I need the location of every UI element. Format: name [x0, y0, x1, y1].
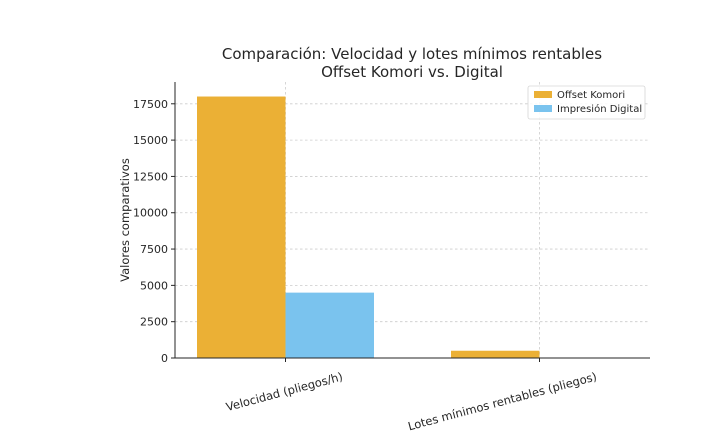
bar-offset-1	[451, 350, 540, 358]
x-tick-label: Velocidad (pliegos/h)	[224, 369, 344, 414]
bar-offset-0	[197, 96, 286, 359]
legend-box	[527, 85, 646, 120]
legend-label: Offset Komori	[557, 90, 625, 101]
y-tick-label: 12500	[133, 170, 168, 183]
legend-label: Impresión Digital	[557, 103, 642, 115]
y-tick-label: 5000	[140, 279, 168, 292]
bars	[197, 96, 628, 359]
y-tick-label: 10000	[133, 207, 168, 220]
y-ticks: 0 2500 5000 7500 10000 12500 15000 17500	[133, 98, 175, 365]
y-tick-label: 15000	[133, 134, 168, 147]
chart-title-line-2: Offset Komori vs. Digital	[321, 63, 503, 81]
axes	[174, 82, 650, 359]
legend-swatch	[534, 91, 552, 98]
legend-swatch	[534, 105, 552, 112]
y-tick-label: 2500	[140, 316, 168, 329]
y-tick-label: 7500	[140, 243, 168, 256]
chart-title-line-1: Comparación: Velocidad y lotes mínimos r…	[222, 45, 602, 63]
bar-digital-0	[285, 292, 374, 358]
chart-title: Comparación: Velocidad y lotes mínimos r…	[222, 45, 602, 81]
legend: Offset Komori Impresión Digital	[527, 85, 646, 120]
y-tick-label: 0	[161, 352, 168, 365]
x-tick-label: Lotes mínimos rentables (pliegos)	[406, 369, 598, 433]
x-ticks: Velocidad (pliegos/h) Lotes mínimos renta…	[224, 358, 598, 433]
y-tick-label: 17500	[133, 98, 168, 111]
y-axis-label: Valores comparativos	[118, 158, 132, 282]
